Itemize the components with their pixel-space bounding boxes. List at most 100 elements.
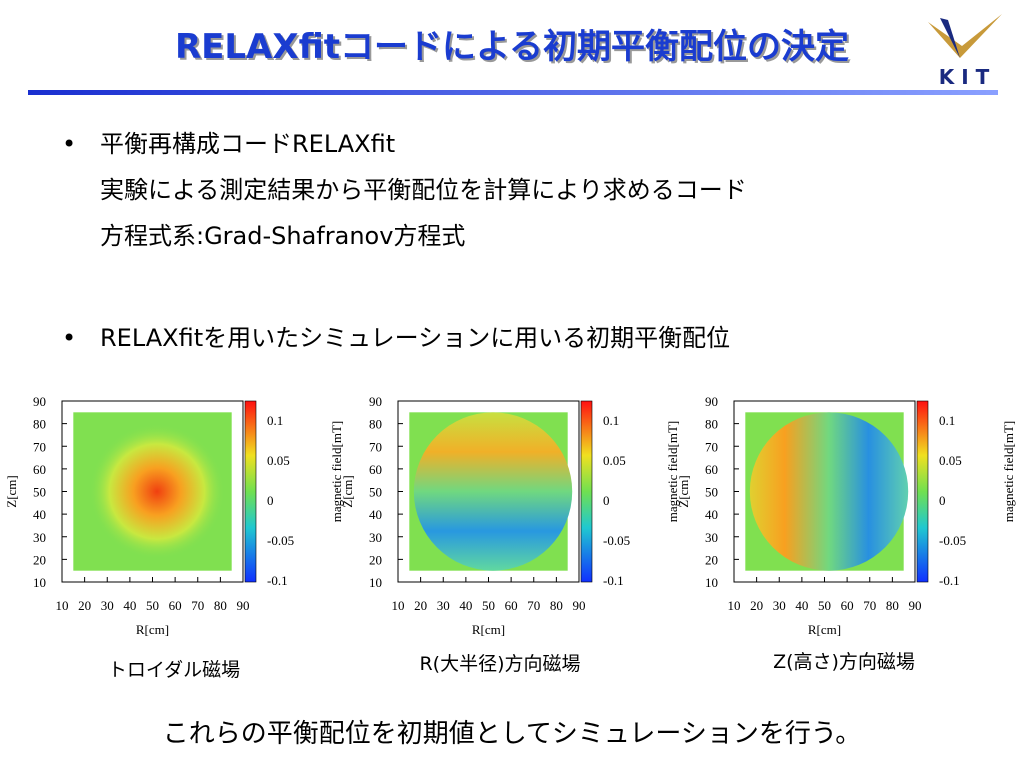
y-tick-label: 60 — [369, 462, 382, 477]
y-axis-label: Z[cm] — [676, 475, 691, 507]
x-tick-label: 80 — [214, 598, 227, 613]
y-tick-label: 70 — [33, 439, 46, 454]
x-tick-label: 60 — [169, 598, 182, 613]
y-tick-label: 80 — [369, 417, 382, 432]
y-tick-label: 30 — [705, 530, 718, 545]
y-tick-label: 80 — [33, 417, 46, 432]
x-tick-label: 90 — [237, 598, 250, 613]
y-tick-label: 30 — [33, 530, 46, 545]
x-tick-label: 90 — [573, 598, 586, 613]
x-tick-label: 90 — [909, 598, 922, 613]
colorbar-tick-label: 0 — [267, 493, 274, 508]
x-tick-label: 80 — [550, 598, 563, 613]
colorbar-tick-label: 0.1 — [939, 413, 955, 428]
x-tick-label: 70 — [527, 598, 540, 613]
y-tick-label: 10 — [369, 575, 382, 590]
title-rule — [28, 90, 998, 95]
colorbar-tick-label: -0.1 — [939, 573, 960, 588]
y-tick-label: 20 — [33, 552, 46, 567]
y-tick-label: 90 — [33, 394, 46, 409]
y-tick-label: 60 — [705, 462, 718, 477]
colorbar-tick-label: -0.05 — [267, 533, 294, 548]
y-axis-label: Z[cm] — [340, 475, 355, 507]
x-axis-label: R[cm] — [808, 622, 841, 637]
heatmap-cell — [89, 423, 225, 560]
colorbar-tick-label: -0.05 — [603, 533, 630, 548]
x-tick-label: 50 — [482, 598, 495, 613]
x-tick-label: 30 — [101, 598, 114, 613]
bullet-line: RELAXfitを用いたシミュレーションに用いる初期平衡配位 — [100, 324, 730, 352]
x-tick-label: 40 — [123, 598, 136, 613]
bullet-dot: • — [62, 130, 76, 158]
footer: これらの平衡配位を初期値としてシミュレーションを行う。 — [163, 719, 862, 749]
colorbar-tick-label: 0.05 — [603, 453, 626, 468]
colorbar-tick-label: 0.05 — [267, 453, 290, 468]
bullet-line: 実験による測定結果から平衡配位を計算により求めるコード — [100, 176, 747, 204]
bullet-line: 方程式系:Grad-Shafranov方程式 — [100, 222, 465, 250]
y-tick-label: 50 — [33, 485, 46, 500]
heatmap — [409, 412, 573, 571]
x-axis-label: R[cm] — [472, 622, 505, 637]
colorbar-tick-label: -0.05 — [939, 533, 966, 548]
colorbar-tick-label: 0.05 — [939, 453, 962, 468]
colorbar-label: magnetic field[mT] — [329, 421, 344, 522]
y-tick-label: 70 — [369, 439, 382, 454]
colorbar-tick-label: -0.1 — [603, 573, 624, 588]
y-tick-label: 50 — [369, 485, 382, 500]
colorbar — [916, 400, 929, 583]
x-tick-label: 20 — [78, 598, 91, 613]
x-tick-label: 50 — [146, 598, 159, 613]
x-tick-label: 60 — [841, 598, 854, 613]
y-tick-label: 80 — [705, 417, 718, 432]
logo-mark — [940, 18, 960, 58]
bullet-dot: • — [62, 324, 76, 352]
x-tick-label: 10 — [728, 598, 741, 613]
colorbar-tick-label: -0.1 — [267, 573, 288, 588]
y-tick-label: 90 — [369, 394, 382, 409]
x-axis-label: R[cm] — [136, 622, 169, 637]
y-tick-label: 40 — [369, 507, 382, 522]
colorbar-tick-label: 0.1 — [267, 413, 283, 428]
heatmap-cell — [413, 412, 573, 571]
colorbar-label: magnetic field[mT] — [1001, 421, 1016, 522]
y-tick-label: 10 — [705, 575, 718, 590]
y-tick-label: 40 — [33, 507, 46, 522]
y-tick-label: 40 — [705, 507, 718, 522]
y-tick-label: 60 — [33, 462, 46, 477]
x-tick-label: 70 — [191, 598, 204, 613]
bullet-line: 平衡再構成コードRELAXfit — [100, 130, 395, 158]
x-tick-label: 40 — [795, 598, 808, 613]
y-tick-label: 20 — [369, 552, 382, 567]
y-tick-label: 20 — [705, 552, 718, 567]
title-shadow: RELAXfitコードによる初期平衡配位の決定 — [177, 29, 851, 69]
plot-caption: R(大半径)方向磁場 — [419, 653, 580, 675]
colorbar — [244, 400, 257, 583]
x-tick-label: 70 — [863, 598, 876, 613]
heatmap — [73, 412, 232, 571]
plot-caption: Z(高さ)方向磁場 — [773, 651, 915, 673]
x-tick-label: 10 — [392, 598, 405, 613]
colorbar-tick-label: 0.1 — [603, 413, 619, 428]
x-tick-label: 80 — [886, 598, 899, 613]
logo-mark — [928, 14, 1002, 58]
y-tick-label: 50 — [705, 485, 718, 500]
y-axis-label: Z[cm] — [4, 475, 19, 507]
x-tick-label: 30 — [773, 598, 786, 613]
heatmap — [745, 412, 909, 571]
colorbar — [580, 400, 593, 583]
x-tick-label: 20 — [414, 598, 427, 613]
logo-text: K I T — [939, 65, 990, 89]
x-tick-label: 20 — [750, 598, 763, 613]
heatmap-cell — [749, 412, 909, 571]
y-tick-label: 90 — [705, 394, 718, 409]
colorbar-tick-label: 0 — [939, 493, 946, 508]
x-tick-label: 50 — [818, 598, 831, 613]
x-tick-label: 10 — [56, 598, 69, 613]
plot-caption: トロイダル磁場 — [108, 659, 240, 681]
title: RELAXfitコードによる初期平衡配位の決定 — [175, 27, 849, 67]
x-tick-label: 60 — [505, 598, 518, 613]
x-tick-label: 40 — [459, 598, 472, 613]
colorbar-tick-label: 0 — [603, 493, 610, 508]
y-tick-label: 70 — [705, 439, 718, 454]
